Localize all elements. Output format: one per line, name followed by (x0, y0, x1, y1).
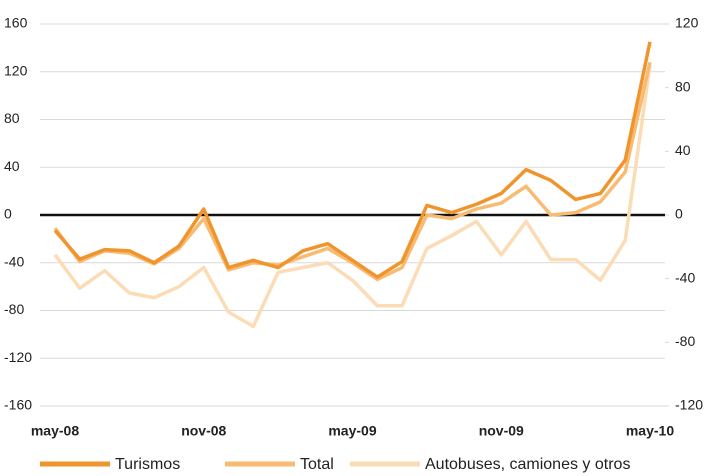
y2-tick-label: 40 (675, 142, 691, 158)
y2-tick-label: -80 (675, 333, 695, 349)
y-tick-label: 80 (4, 110, 20, 126)
legend-label: Autobuses, camiones y otros (425, 456, 630, 473)
y-tick-label: -80 (4, 301, 24, 317)
x-tick-label: nov-08 (181, 423, 226, 439)
y-tick-label: -120 (4, 349, 32, 365)
x-tick-label: may-08 (31, 423, 79, 439)
y2-tick-label: 0 (675, 206, 683, 222)
y-tick-label: 40 (4, 158, 20, 174)
x-tick-label: may-10 (626, 423, 674, 439)
y2-tick-label: -40 (675, 269, 695, 285)
x-tick-label: may-09 (328, 423, 376, 439)
series-line (53, 65, 652, 329)
series-line (53, 61, 652, 282)
y2-tick-label: 120 (675, 15, 699, 31)
legend-label: Total (300, 456, 334, 473)
y2-tick-label: 80 (675, 78, 691, 94)
y-tick-label: -160 (4, 397, 32, 413)
legend-label: Turismos (115, 456, 180, 473)
series-line (53, 41, 652, 279)
y2-tick-label: -120 (675, 397, 703, 413)
x-tick-label: nov-09 (479, 423, 524, 439)
y-tick-label: 160 (4, 15, 28, 31)
y-tick-label: -40 (4, 253, 24, 269)
y-tick-label: 120 (4, 62, 28, 78)
y-tick-label: 0 (4, 206, 12, 222)
